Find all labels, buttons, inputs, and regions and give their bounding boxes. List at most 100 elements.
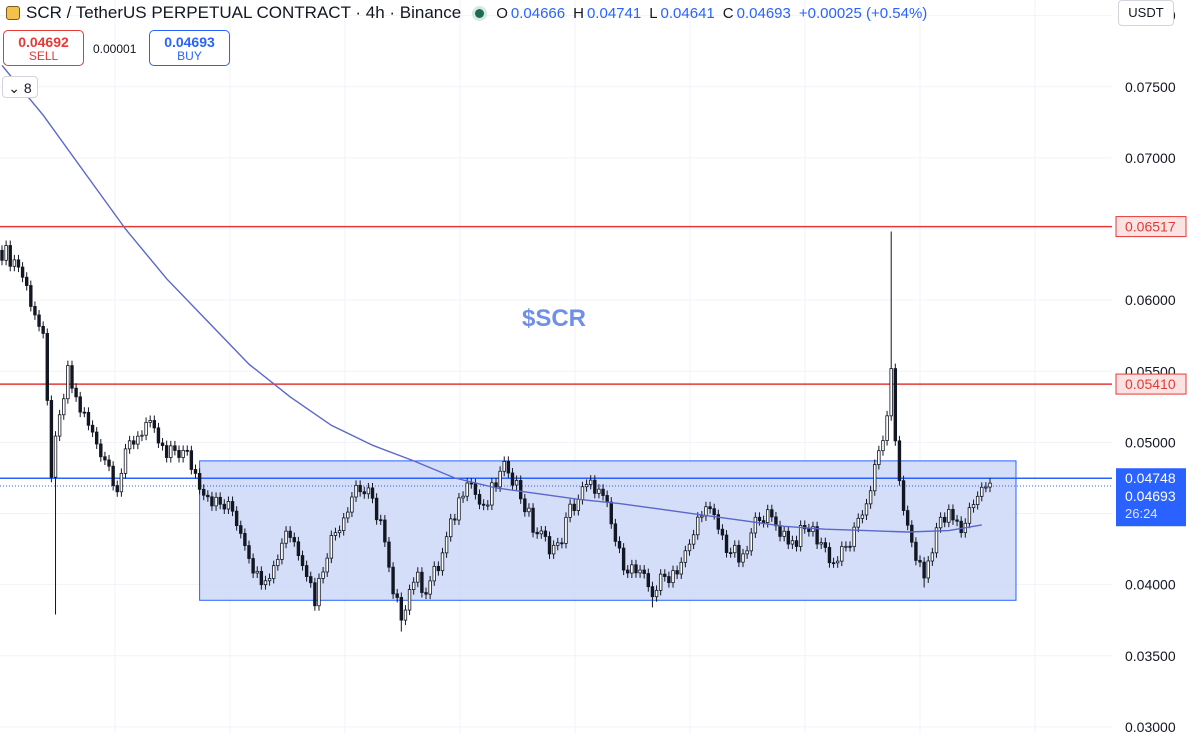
candle-body xyxy=(988,482,992,488)
candle-body xyxy=(461,495,465,499)
candle-body xyxy=(33,306,37,316)
candle-body xyxy=(745,550,749,555)
candle-body xyxy=(679,561,683,575)
candle-body xyxy=(971,504,976,509)
candle-body xyxy=(29,285,33,307)
candle-body xyxy=(436,565,441,572)
candle-body xyxy=(844,545,848,548)
candle-body xyxy=(132,440,136,445)
price-tick-label: 0.07500 xyxy=(1125,79,1176,95)
open-label: O xyxy=(496,4,508,22)
candle-body xyxy=(922,561,926,579)
candle-body xyxy=(0,249,4,261)
indicator-toggle[interactable]: ⌄ 8 xyxy=(2,76,38,98)
current-price-tag-background xyxy=(1116,468,1186,527)
candle-body xyxy=(218,496,222,505)
candle-body xyxy=(45,333,49,401)
price-tick-label: 0.03000 xyxy=(1125,719,1176,734)
sell-label: SELL xyxy=(28,49,59,63)
high-value: 0.04741 xyxy=(586,4,642,22)
candle-body xyxy=(391,566,395,595)
candle-body xyxy=(646,573,651,588)
candle-body xyxy=(465,482,469,497)
candle-body xyxy=(70,365,74,389)
candle-body xyxy=(535,531,539,535)
candle-body xyxy=(658,573,663,591)
candle-body xyxy=(82,411,87,414)
price-axis-background xyxy=(1113,0,1200,734)
candle-body xyxy=(930,552,935,562)
low-value: 0.04641 xyxy=(660,4,715,22)
price-change: +0.00025 (+0.54%) xyxy=(798,4,928,22)
candle-body xyxy=(873,464,877,492)
symbol-header: SCR / TetherUS PERPETUAL CONTRACT · 4h ·… xyxy=(0,0,927,26)
candle-body xyxy=(835,560,840,564)
candle-body xyxy=(984,486,988,489)
candle-body xyxy=(432,565,436,582)
price-tick-label: 0.06000 xyxy=(1125,292,1176,308)
buy-price: 0.04693 xyxy=(164,34,215,50)
candle-body xyxy=(840,546,844,562)
candle-body xyxy=(370,487,375,499)
candle-body xyxy=(527,507,531,513)
candle-body xyxy=(741,553,745,563)
candle-body xyxy=(807,528,811,533)
candle-body xyxy=(621,547,626,571)
candle-body xyxy=(477,494,482,505)
candle-body xyxy=(823,542,828,548)
candle-body xyxy=(523,498,527,513)
candle-body xyxy=(276,559,280,567)
currency-selector[interactable]: USDT xyxy=(1118,0,1174,26)
candle-body xyxy=(675,570,679,575)
candle-body xyxy=(568,503,572,518)
candle-body xyxy=(156,427,161,444)
range-box xyxy=(199,460,1017,601)
current-price-label: 0.04693 xyxy=(1125,488,1176,504)
candle-body xyxy=(53,435,58,478)
candle-body xyxy=(57,414,62,437)
candle-body xyxy=(407,589,412,611)
candle-body xyxy=(761,520,766,523)
candle-body xyxy=(103,456,107,461)
candle-body xyxy=(716,514,720,530)
candle-body xyxy=(671,570,675,584)
chart-grid xyxy=(0,0,1151,734)
candle-body xyxy=(934,527,939,554)
buy-label: BUY xyxy=(177,49,202,63)
candle-body xyxy=(502,461,506,472)
candle-body xyxy=(193,469,198,474)
countdown-label: 26:24 xyxy=(1125,506,1158,521)
buy-button[interactable]: 0.04693 BUY xyxy=(149,30,230,66)
sell-button[interactable]: 0.04692 SELL xyxy=(3,30,84,66)
candle-body xyxy=(288,530,292,538)
level-label-background xyxy=(1115,373,1187,395)
candle-body xyxy=(827,547,832,564)
candle-body xyxy=(889,368,893,417)
candle-body xyxy=(918,559,922,563)
candle-body xyxy=(597,488,601,494)
candle-body xyxy=(280,542,284,560)
candle-body xyxy=(704,506,708,517)
low-label: L xyxy=(649,4,658,22)
candle-body xyxy=(16,259,21,268)
candle-body xyxy=(449,518,453,538)
candle-body xyxy=(86,411,91,426)
candle-body xyxy=(737,544,741,563)
candle-body xyxy=(539,530,543,535)
candle-body xyxy=(831,562,836,565)
range-rectangle xyxy=(199,460,1017,601)
candle-body xyxy=(667,576,671,584)
candle-body xyxy=(753,516,758,534)
candle-body xyxy=(354,484,358,498)
candle-body xyxy=(395,593,399,598)
candle-body xyxy=(770,509,774,518)
candle-body xyxy=(877,450,881,465)
candle-body xyxy=(62,398,66,416)
candle-body xyxy=(37,314,41,327)
candle-body xyxy=(309,576,313,584)
moving-average xyxy=(1,64,982,533)
ma-line xyxy=(1,64,982,533)
candle-body xyxy=(152,420,157,429)
candle-body xyxy=(444,536,449,554)
